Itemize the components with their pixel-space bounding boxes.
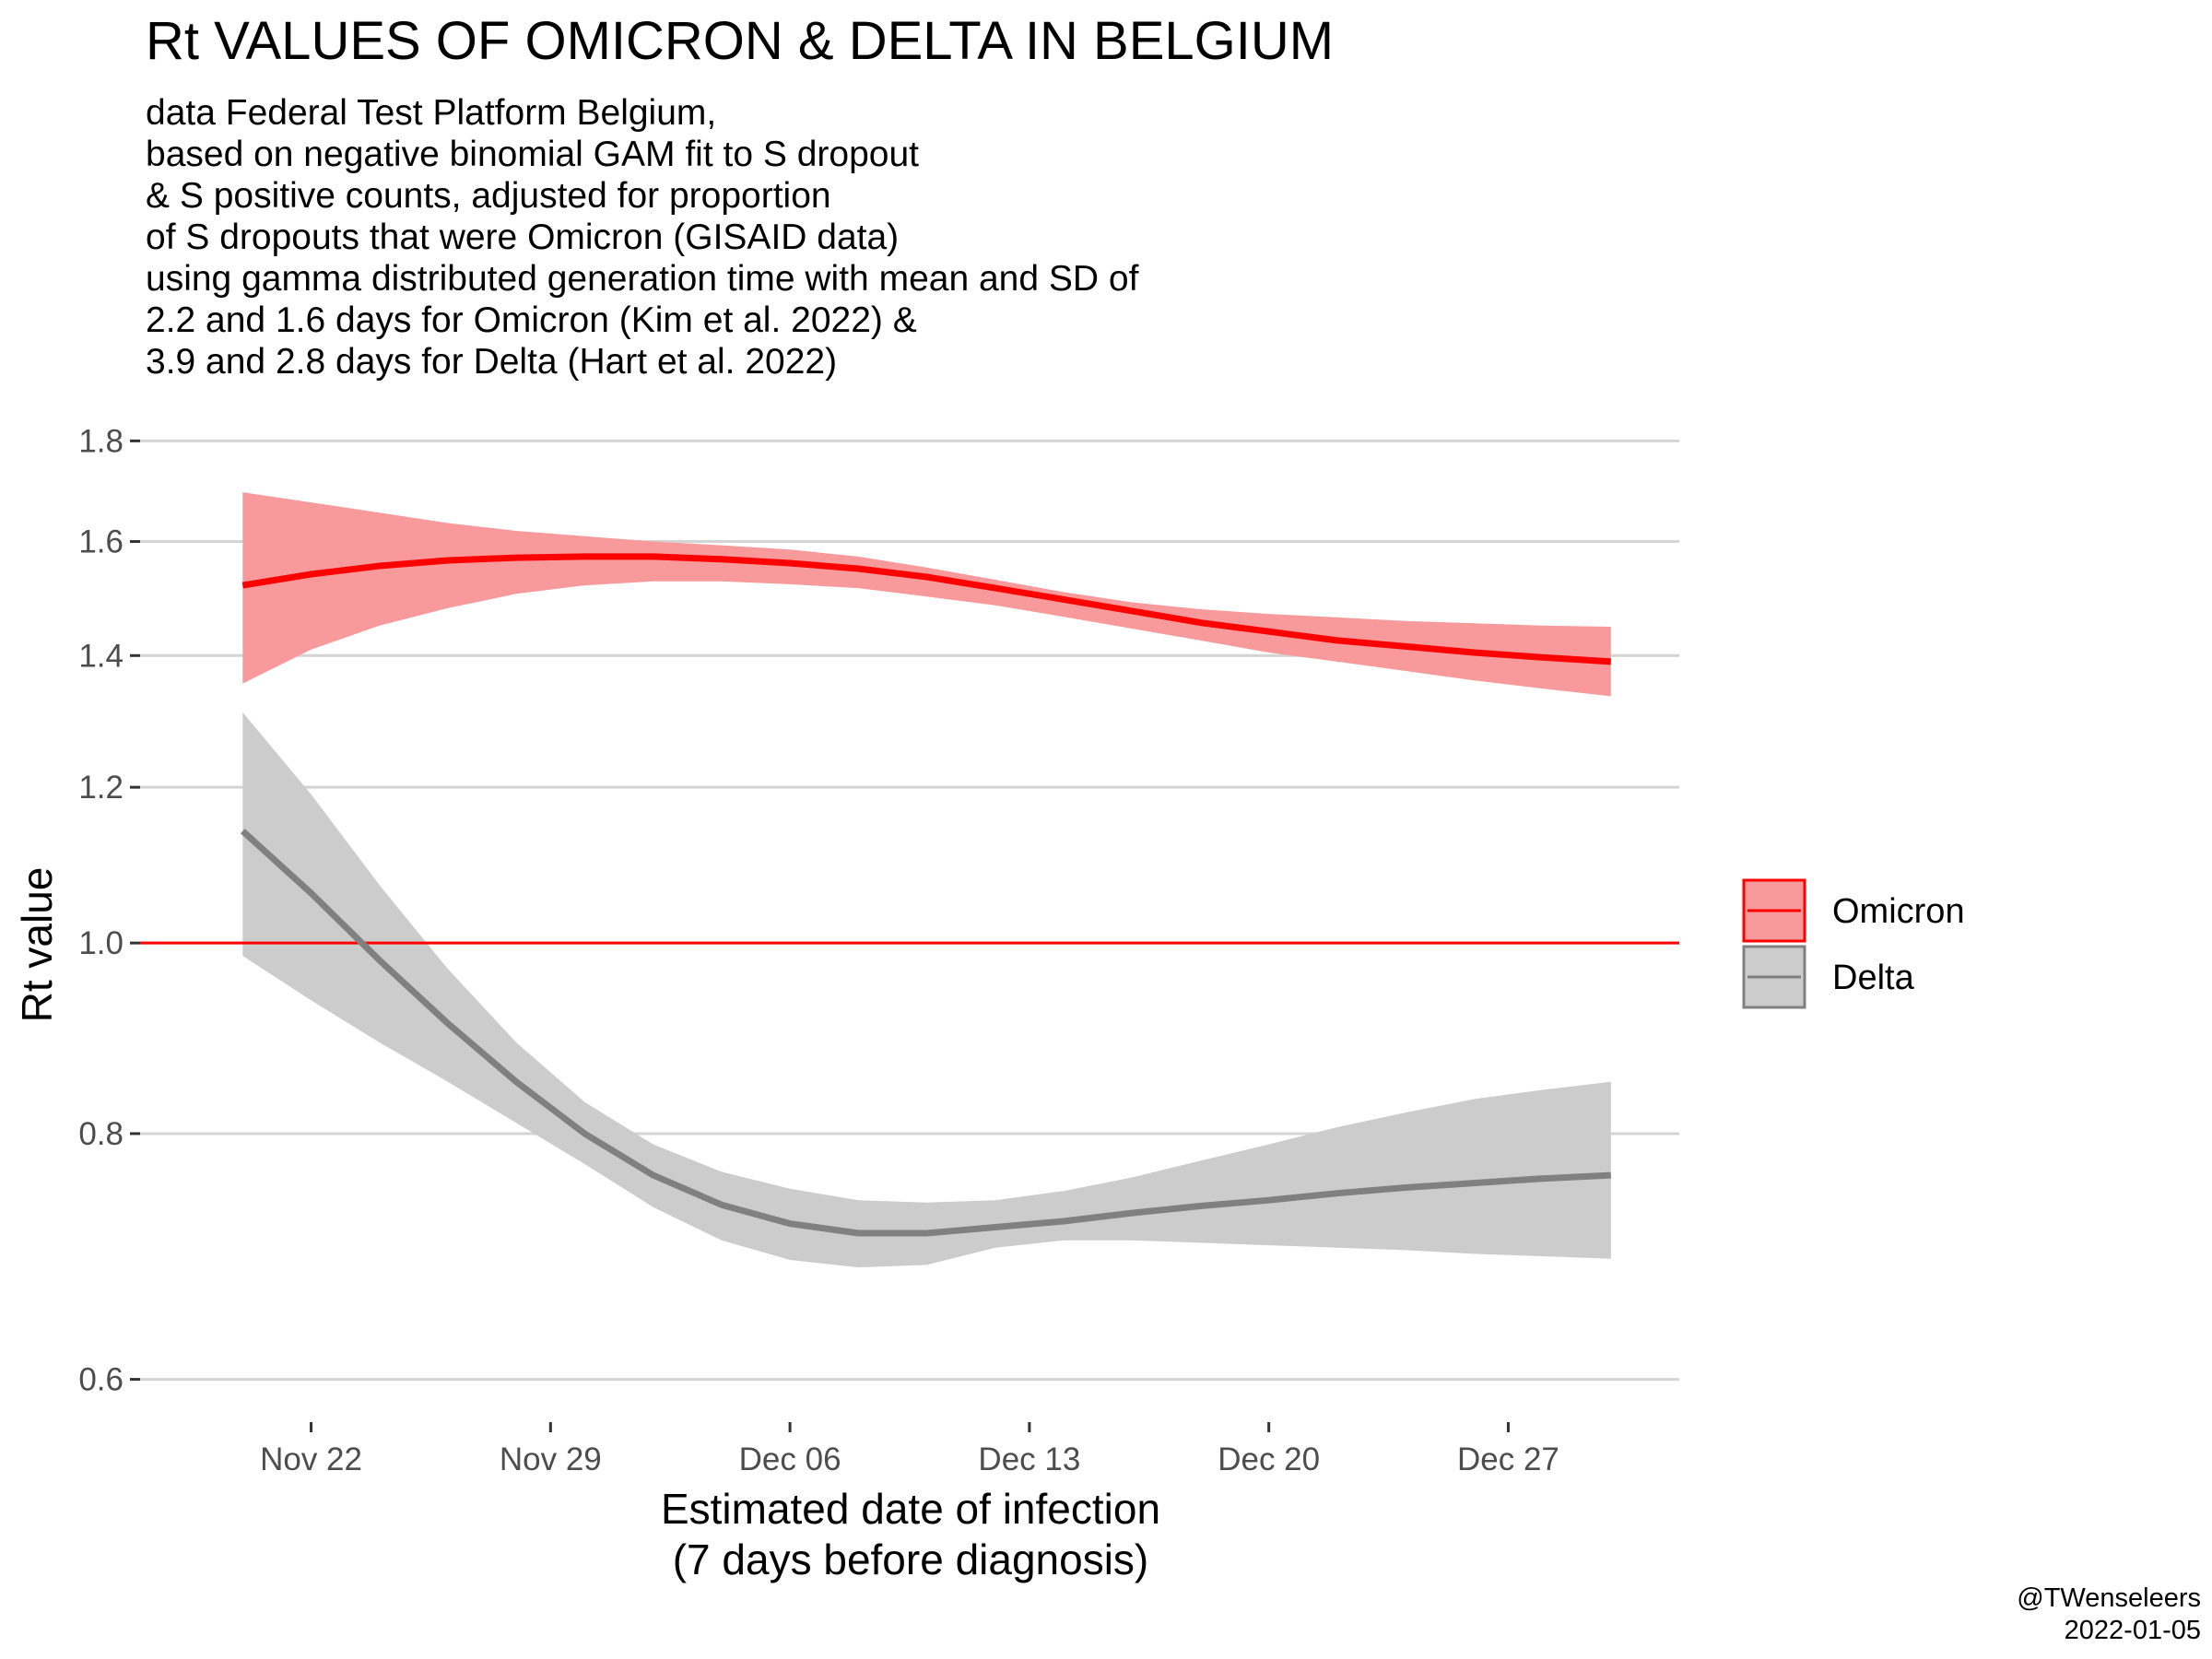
legend-item-omicron: Omicron bbox=[1742, 878, 1965, 943]
subtitle-line: data Federal Test Platform Belgium, bbox=[146, 93, 716, 133]
chart-subtitle: data Federal Test Platform Belgium, base… bbox=[146, 93, 1139, 382]
delta-rt-line bbox=[240, 829, 1611, 1237]
legend-item-delta: Delta bbox=[1742, 945, 1915, 1009]
y-tick-label: 0.8 bbox=[78, 1116, 124, 1152]
y-axis-title: Rt value bbox=[13, 867, 61, 1023]
x-axis-title: Estimated date of infection (7 days befo… bbox=[661, 1485, 1160, 1583]
y-tick-label: 1.0 bbox=[78, 925, 124, 961]
legend-label-delta: Delta bbox=[1832, 959, 1915, 997]
author-handle: @TWenseleers bbox=[2017, 1583, 2201, 1613]
subtitle-line: 3.9 and 2.8 days for Delta (Hart et al. … bbox=[146, 342, 837, 382]
subtitle-line: of S dropouts that were Omicron (GISAID … bbox=[146, 218, 899, 257]
y-tick-label: 1.6 bbox=[78, 524, 124, 560]
omicron-rt-line bbox=[241, 553, 1612, 665]
legend-label-omicron: Omicron bbox=[1832, 892, 1965, 931]
subtitle-line: using gamma distributed generation time … bbox=[146, 259, 1139, 299]
omicron-confidence-band bbox=[242, 492, 1611, 697]
chart-title: Rt VALUES OF OMICRON & DELTA IN BELGIUM bbox=[146, 11, 1334, 71]
subtitle-line: 2.2 and 1.6 days for Omicron (Kim et al.… bbox=[146, 300, 917, 340]
y-tick-label: 1.2 bbox=[78, 770, 124, 806]
y-tick-label: 0.6 bbox=[78, 1362, 124, 1398]
caption-date: 2022-01-05 bbox=[2065, 1616, 2201, 1645]
legend: Omicron Delta bbox=[1742, 878, 1965, 1009]
delta-confidence-band bbox=[242, 712, 1611, 1268]
y-tick-label: 1.8 bbox=[78, 423, 124, 459]
subtitle-line: & S positive counts, adjusted for propor… bbox=[146, 176, 831, 216]
x-axis: Nov 22 Nov 29 Dec 06 Dec 13 Dec 20 Dec 27 bbox=[260, 1422, 1559, 1477]
x-axis-title-line: (7 days before diagnosis) bbox=[673, 1535, 1149, 1583]
series-lines bbox=[240, 553, 1612, 1237]
plot-area bbox=[140, 439, 1679, 1382]
x-tick-label: Dec 13 bbox=[978, 1441, 1080, 1477]
x-tick-label: Nov 29 bbox=[500, 1441, 602, 1477]
x-tick-label: Nov 22 bbox=[260, 1441, 362, 1477]
caption: @TWenseleers 2022-01-05 bbox=[2017, 1583, 2201, 1645]
subtitle-line: based on negative binomial GAM fit to S … bbox=[146, 135, 919, 174]
x-tick-label: Dec 27 bbox=[1457, 1441, 1559, 1477]
x-tick-label: Dec 20 bbox=[1218, 1441, 1320, 1477]
confidence-ribbons bbox=[242, 492, 1611, 1268]
y-axis: 0.6 0.8 1.0 1.2 1.4 1.6 1.8 bbox=[78, 423, 140, 1398]
x-axis-title-line: Estimated date of infection bbox=[661, 1485, 1160, 1533]
x-tick-label: Dec 06 bbox=[739, 1441, 841, 1477]
y-tick-label: 1.4 bbox=[78, 638, 124, 674]
